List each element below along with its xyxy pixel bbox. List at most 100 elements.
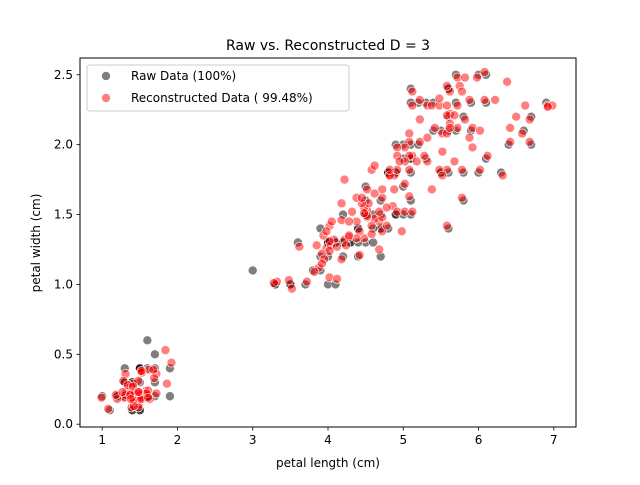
reconstructed-data-point: [475, 125, 485, 136]
reconstructed-data-point: [369, 160, 380, 171]
reconstructed-data-point: [302, 276, 312, 287]
reconstructed-data-point: [524, 114, 535, 125]
reconstructed-data-point: [309, 267, 320, 277]
reconstructed-data-point: [464, 95, 475, 105]
reconstructed-data-point: [166, 357, 177, 368]
reconstructed-data-point: [143, 392, 153, 403]
x-tick-label: 4: [324, 433, 332, 447]
reconstructed-data-point: [374, 206, 384, 217]
reconstructed-data-point: [389, 184, 400, 195]
reconstructed-data-point: [392, 142, 403, 153]
reconstructed-data-point: [442, 100, 452, 111]
reconstructed-data-point: [126, 394, 136, 404]
y-tick-label: 2.0: [54, 138, 73, 152]
reconstructed-data-point: [317, 258, 327, 269]
legend-marker-raw: [101, 71, 111, 81]
reconstructed-data-point: [394, 156, 405, 167]
reconstructed-data-point: [354, 250, 365, 260]
reconstructed-data-point: [505, 137, 515, 147]
reconstructed-data-point: [332, 274, 342, 284]
reconstructed-data-point: [339, 174, 350, 185]
reconstructed-data-point: [542, 102, 553, 112]
reconstructed-data-point: [321, 226, 332, 237]
reconstructed-data-point: [384, 165, 395, 175]
reconstructed-data-point: [520, 100, 531, 111]
reconstructed-data-point: [341, 240, 351, 251]
reconstructed-data-point: [381, 220, 392, 231]
reconstructed-data-point: [366, 220, 377, 231]
reconstructed-data-point: [490, 95, 500, 105]
reconstructed-data-point: [460, 72, 470, 83]
reconstructed-data-point: [511, 111, 521, 122]
reconstructed-data-point: [357, 192, 367, 203]
reconstructed-data-point: [442, 220, 452, 231]
reconstructed-data-point: [336, 198, 347, 209]
reconstructed-data-point: [287, 283, 297, 294]
y-tick-label: 0.0: [54, 417, 73, 431]
x-tick-label: 3: [249, 433, 257, 447]
raw-data-point: [247, 265, 258, 276]
reconstructed-data-point: [377, 184, 387, 195]
reconstructed-data-point: [399, 179, 410, 189]
reconstructed-data-point: [437, 146, 448, 157]
y-tick-label: 2.5: [54, 68, 73, 82]
y-axis-ticks: 0.0 0.5 1.0 1.5 2.0 2.5: [54, 68, 80, 431]
reconstructed-data-point: [502, 76, 512, 87]
reconstructed-data-point: [460, 114, 470, 125]
reconstructed-data-point: [96, 392, 107, 403]
reconstructed-data-point: [284, 275, 294, 286]
reconstructed-data-point: [407, 100, 418, 111]
x-axis-ticks: 1 2 3 4 5 6 7: [98, 427, 558, 447]
y-tick-label: 0.5: [54, 347, 73, 361]
reconstructed-data-point: [407, 206, 418, 217]
reconstructed-data-point: [479, 67, 490, 77]
reconstructed-data-point: [419, 151, 430, 161]
reconstructed-data-point: [482, 151, 493, 161]
reconstructed-data-point: [369, 188, 380, 199]
reconstructed-data-point: [148, 364, 159, 375]
reconstructed-data-point: [449, 110, 460, 121]
reconstructed-data-point: [324, 246, 335, 256]
reconstructed-data-point: [324, 236, 335, 246]
reconstructed-data-point: [103, 404, 114, 414]
reconstructed-data-point: [332, 241, 342, 252]
reconstructed-data-point: [415, 114, 425, 125]
reconstructed-data-point: [415, 137, 425, 147]
raw-data-point: [165, 391, 175, 402]
x-tick-label: 7: [550, 433, 558, 447]
reconstructed-data-point: [445, 123, 455, 133]
chart-title: Raw vs. Reconstructed D = 3: [226, 38, 430, 54]
reconstructed-data-point: [344, 216, 354, 227]
y-tick-label: 1.0: [54, 277, 73, 291]
reconstructed-data-point: [457, 86, 467, 97]
legend-label-reconstructed: Reconstructed Data ( 99.48%): [131, 91, 313, 105]
reconstructed-data-point: [475, 165, 485, 175]
reconstructed-data-point: [404, 128, 415, 139]
raw-data-point: [150, 349, 160, 360]
legend-label-raw: Raw Data (100%): [131, 69, 236, 83]
reconstructed-data-point: [359, 208, 369, 218]
reconstructed-data-point: [162, 378, 172, 389]
reconstructed-data-point: [311, 240, 322, 251]
reconstructed-data-point: [336, 254, 347, 265]
reconstructed-data-series: [96, 67, 558, 414]
reconstructed-data-point: [505, 123, 515, 133]
legend: Raw Data (100%) Reconstructed Data ( 99.…: [86, 64, 350, 112]
reconstructed-data-point: [524, 137, 535, 147]
reconstructed-data-point: [452, 100, 463, 111]
reconstructed-data-point: [430, 123, 440, 133]
y-tick-label: 1.5: [54, 208, 73, 222]
reconstructed-data-point: [412, 156, 422, 167]
reconstructed-data-point: [457, 165, 467, 175]
raw-data-point: [142, 335, 153, 346]
y-axis-label: petal width (cm): [29, 194, 43, 293]
reconstructed-data-point: [344, 230, 354, 241]
reconstructed-data-point: [396, 226, 407, 237]
reconstructed-data-point: [136, 366, 147, 376]
legend-marker-reconstructed: [101, 93, 111, 103]
reconstructed-data-point: [415, 95, 425, 105]
x-axis-label: petal length (cm): [276, 456, 380, 470]
reconstructed-data-point: [467, 142, 478, 153]
